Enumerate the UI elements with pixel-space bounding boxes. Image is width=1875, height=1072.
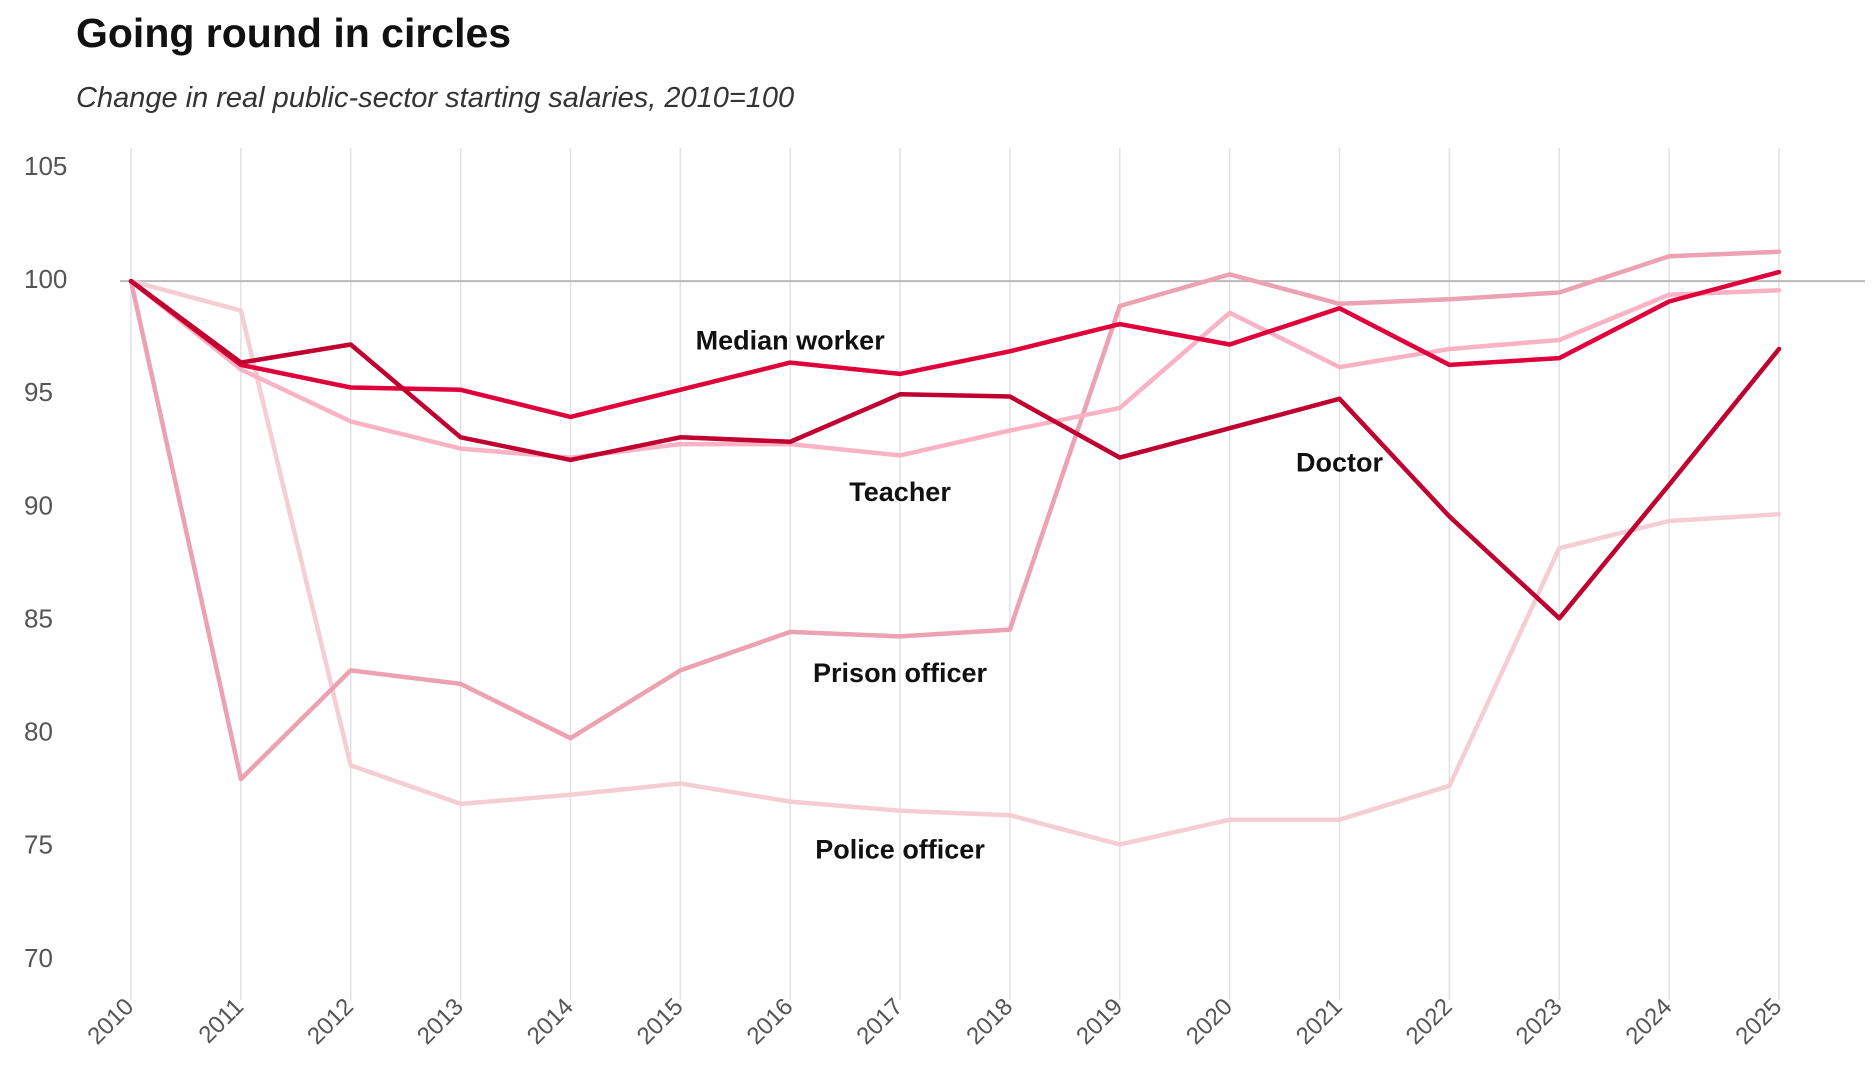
x-tick-label-2015: 2015 — [632, 993, 689, 1050]
grid-layer — [130, 148, 1780, 1000]
y-axis: 70 75 80 85 90 95 100 105 — [24, 151, 67, 973]
x-tick-label-2016: 2016 — [742, 993, 799, 1050]
series-label-layer: Median worker Teacher Doctor Prison officer… — [696, 325, 1384, 864]
y-tick-label-100: 100 — [24, 264, 67, 294]
x-axis: 2010 2011 2012 2013 2014 2015 2016 2017 2018 2019… — [82, 993, 1787, 1050]
series-line-prison-officer — [128, 249, 1782, 782]
y-tick-label-70: 70 — [24, 943, 53, 973]
series-line-doctor — [128, 278, 1782, 621]
x-tick-label-2018: 2018 — [961, 993, 1018, 1050]
series-label-median-worker: Median worker — [696, 325, 886, 355]
x-tick-label-2021: 2021 — [1291, 993, 1348, 1050]
y-tick-label-80: 80 — [24, 717, 53, 747]
series-label-police-officer: Police officer — [815, 835, 985, 865]
x-tick-label-2020: 2020 — [1181, 993, 1238, 1050]
y-tick-label-95: 95 — [24, 377, 53, 407]
series-label-teacher: Teacher — [849, 477, 951, 507]
x-tick-label-2019: 2019 — [1071, 993, 1128, 1050]
series-line-teacher — [128, 278, 1782, 460]
x-tick-label-2012: 2012 — [302, 993, 359, 1050]
x-tick-label-2023: 2023 — [1511, 993, 1568, 1050]
y-tick-label-85: 85 — [24, 603, 53, 633]
chart-title: Going round in circles — [76, 10, 512, 56]
x-tick-label-2010: 2010 — [82, 993, 139, 1050]
y-tick-label-90: 90 — [24, 490, 53, 520]
chart-subtitle: Change in real public-sector starting sa… — [76, 82, 795, 114]
x-tick-label-2014: 2014 — [522, 993, 579, 1050]
x-tick-label-2017: 2017 — [851, 993, 908, 1050]
x-tick-label-2022: 2022 — [1401, 993, 1458, 1050]
series-layer — [128, 249, 1782, 847]
x-tick-label-2013: 2013 — [412, 993, 469, 1050]
series-label-doctor: Doctor — [1296, 448, 1383, 478]
series-label-prison-officer: Prison officer — [813, 658, 988, 688]
x-tick-label-2024: 2024 — [1621, 993, 1678, 1050]
y-tick-label-105: 105 — [24, 151, 67, 181]
series-line-police-officer — [128, 278, 1782, 847]
x-tick-label-2025: 2025 — [1730, 993, 1787, 1050]
y-tick-label-75: 75 — [24, 830, 53, 860]
x-tick-label-2011: 2011 — [194, 993, 250, 1049]
